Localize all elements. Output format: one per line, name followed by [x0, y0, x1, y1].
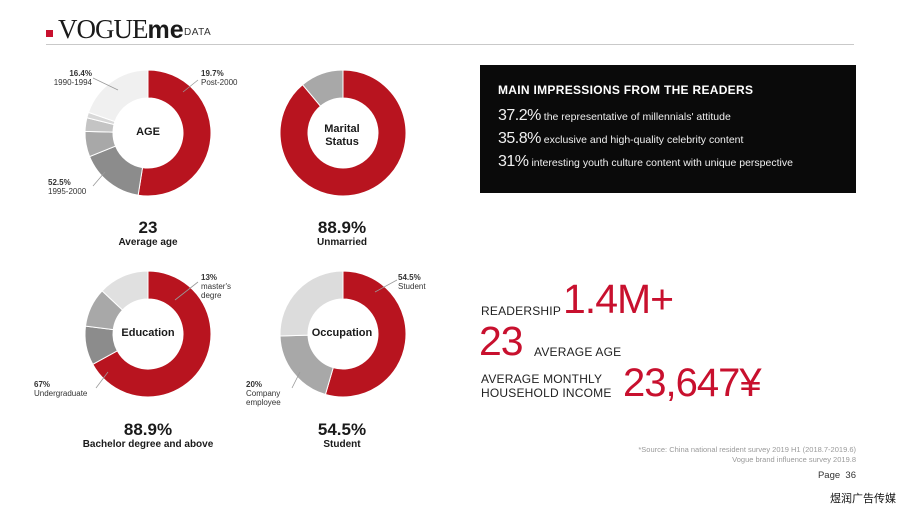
- occ-student-label: Student: [398, 282, 426, 291]
- edu-caption: Bachelor degree and above: [82, 439, 214, 450]
- edu-undergrad-value: 67%: [34, 380, 51, 389]
- occ-annotation-employee: 20% Company employee: [246, 380, 292, 407]
- impression-row: 37.2% the representative of millennials'…: [498, 107, 731, 125]
- age-slice-5: [87, 69, 149, 123]
- occupation-slice-0: [324, 270, 407, 398]
- page-number: Page 36: [790, 470, 856, 481]
- occ-student-value: 54.5%: [398, 273, 421, 282]
- education-slice-0: [92, 270, 212, 398]
- section-label: DATA: [184, 27, 212, 38]
- education-slice-3: [101, 270, 149, 311]
- readership-label: READERSHIP: [481, 304, 562, 318]
- average-age-value: 23: [479, 318, 524, 364]
- age-1990-value: 16.4%: [69, 69, 92, 78]
- age-post2000-value: 19.7%: [201, 69, 224, 78]
- impressions-panel: MAIN IMPRESSIONS FROM THE READERS 37.2% …: [480, 65, 856, 193]
- impression-row: 35.8% exclusive and high-quality celebri…: [498, 130, 743, 148]
- impression-pct: 37.2%: [498, 107, 541, 124]
- income-label-line1: AVERAGE MONTHLY: [481, 372, 603, 386]
- age-post2000-label: Post-2000: [201, 78, 238, 87]
- occ-caption: Student: [323, 439, 361, 450]
- marital-headline: 88.9%: [317, 218, 367, 237]
- marital-headline-block: 88.9% Unmarried: [282, 218, 402, 249]
- age-annotation-post2000: 19.7% Post-2000: [201, 69, 237, 87]
- leader-line-5: [374, 279, 398, 293]
- age-headline: 23: [138, 218, 158, 237]
- logo-vogue-text: VOGUE: [58, 14, 148, 44]
- impression-row: 31% interesting youth culture content wi…: [498, 153, 793, 171]
- age-center-label: AGE: [136, 126, 160, 138]
- edu-headline: 88.9%: [123, 420, 173, 439]
- average-age-label: AVERAGE AGE: [534, 345, 622, 359]
- age-annotation-1995: 52.5% 1995-2000: [48, 178, 86, 196]
- impressions-title: MAIN IMPRESSIONS FROM THE READERS: [498, 83, 754, 97]
- page-number-value: 36: [845, 470, 856, 481]
- edu-master-label: master's degre: [201, 282, 231, 300]
- marital-slice-1: [301, 69, 344, 107]
- edu-center-label: Education: [121, 327, 175, 339]
- age-caption: Average age: [118, 237, 178, 248]
- source-line-1: *Source: China national resident survey …: [638, 445, 856, 454]
- occ-center-label: Occupation: [311, 327, 373, 339]
- page-label: Page: [817, 470, 841, 481]
- leader-line-1: [182, 79, 199, 93]
- leader-line-6: [291, 371, 301, 389]
- edu-undergrad-label: Undergraduate: [34, 389, 88, 398]
- edu-annotation-master: 13% master's degre: [201, 273, 239, 300]
- income-label-line2: HOUSEHOLD INCOME: [481, 386, 612, 400]
- age-headline-block: 23 Average age: [88, 218, 208, 249]
- readership-value: 1.4M+: [563, 276, 674, 322]
- edu-master-value: 13%: [201, 273, 218, 282]
- header-divider: [46, 44, 854, 45]
- edu-headline-block: 88.9% Bachelor degree and above: [58, 420, 238, 451]
- income-value: 23,647¥: [623, 361, 762, 405]
- occ-employee-value: 20%: [246, 380, 263, 389]
- occ-employee-label: Company employee: [246, 389, 281, 407]
- impression-text: the representative of millennials' attit…: [543, 111, 731, 123]
- marital-center-label: Marital Status: [324, 123, 360, 148]
- income-label: AVERAGE MONTHLY HOUSEHOLD INCOME: [481, 372, 612, 400]
- occ-headline-block: 54.5% Student: [282, 420, 402, 451]
- age-slice-0: [137, 69, 212, 197]
- impression-pct: 31%: [498, 153, 529, 170]
- source-line-2: Vogue brand influence survey 2019.8: [732, 455, 856, 464]
- vogue-me-logo: VOGUEme: [58, 14, 184, 45]
- occupation-slice-2: [279, 270, 344, 337]
- edu-annotation-undergrad: 67% Undergraduate: [34, 380, 87, 398]
- watermark: 煜润广告传媒: [830, 493, 896, 505]
- header-accent-square: [46, 30, 53, 37]
- marital-caption: Unmarried: [316, 237, 367, 248]
- occ-annotation-student: 54.5% Student: [398, 273, 426, 291]
- leader-line-0: [92, 77, 119, 91]
- leader-line-2: [92, 171, 106, 187]
- impression-text: exclusive and high-quality celebrity con…: [543, 134, 744, 146]
- marital-slice-0: [279, 69, 407, 197]
- age-annotation-1990: 16.4% 1990-1994: [48, 69, 92, 87]
- age-1995-value: 52.5%: [48, 178, 71, 187]
- source-note: *Source: China national resident survey …: [560, 445, 856, 465]
- occ-headline: 54.5%: [317, 420, 367, 439]
- age-1990-label: 1990-1994: [53, 78, 92, 87]
- leader-line-3: [174, 281, 199, 301]
- logo-me-text: me: [147, 16, 184, 44]
- age-1995-label: 1995-2000: [48, 187, 87, 196]
- leader-line-4: [95, 371, 109, 389]
- impression-text: interesting youth culture content with u…: [531, 157, 793, 169]
- impression-pct: 35.8%: [498, 130, 541, 147]
